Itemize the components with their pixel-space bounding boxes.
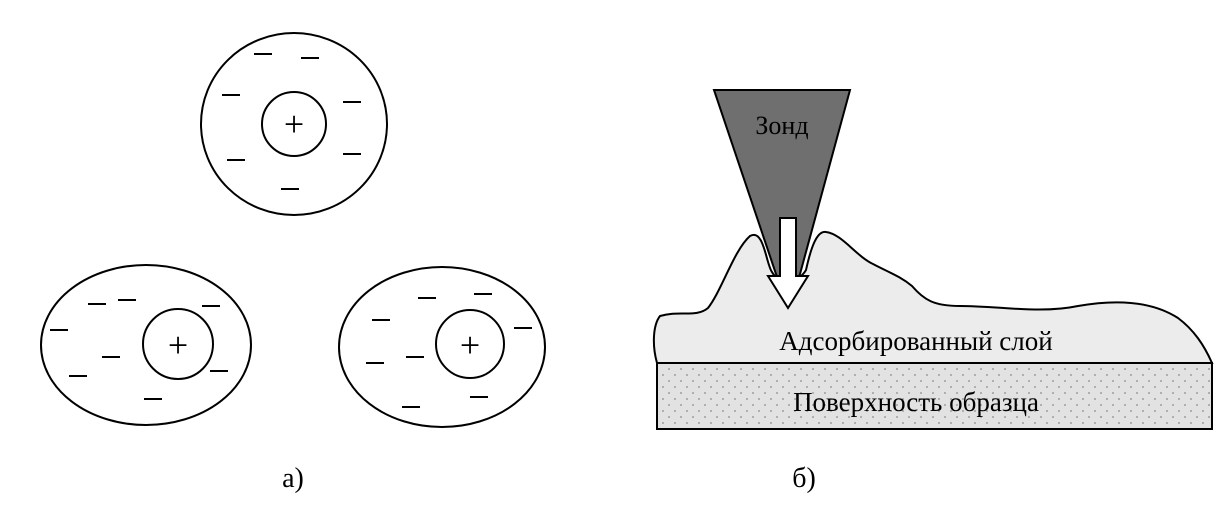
sample-surface-label: Поверхность образца — [793, 387, 1039, 417]
down-arrow-icon — [766, 217, 810, 310]
adsorbed-layer-label: Адсорбированный слой — [779, 326, 1052, 356]
sample-surface — [656, 362, 1213, 430]
electron-cloud-bottom-right — [338, 266, 546, 428]
panel-a: + + — [40, 32, 546, 494]
probe-label: Зонд — [755, 111, 808, 140]
nucleus-plus-sign: + — [168, 325, 188, 365]
electron-cloud-bottom-left — [40, 264, 252, 426]
nucleus-bottom-right — [435, 309, 505, 379]
panel-b-caption: б) — [792, 463, 816, 494]
nucleus-top — [261, 91, 327, 157]
atom-bottom-right: + — [338, 266, 546, 428]
nucleus-bottom-left — [142, 308, 214, 380]
atom-bottom-left: + — [40, 264, 252, 426]
electron-cloud-top — [200, 32, 388, 216]
electron-charges-bottom-right — [366, 293, 532, 408]
panel-b: Зонд Адсорбированный слой Поверхность об… — [652, 89, 1214, 494]
nucleus-plus-sign: + — [284, 104, 304, 144]
panel-a-caption: а) — [282, 463, 304, 494]
nucleus-plus-sign: + — [460, 325, 480, 365]
electron-charges-top — [222, 53, 361, 190]
adsorbed-layer — [652, 230, 1214, 364]
electron-charges-bottom-left — [50, 299, 228, 400]
atom-top: + — [200, 32, 388, 216]
